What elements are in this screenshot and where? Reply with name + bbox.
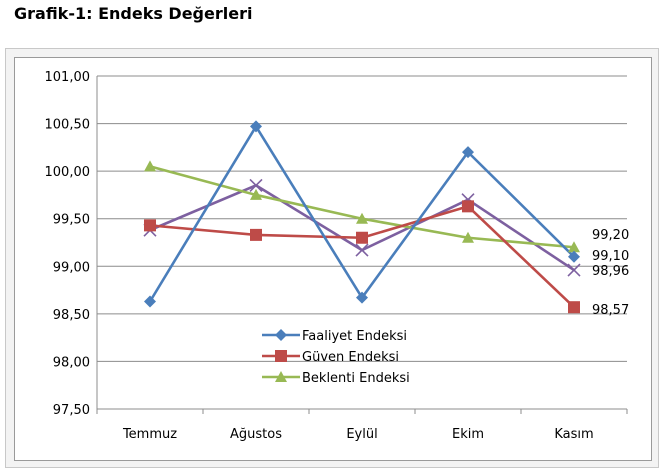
data-point	[462, 200, 474, 213]
legend-marker	[275, 350, 287, 362]
data-point	[144, 219, 156, 232]
legend-marker	[275, 371, 287, 382]
data-point	[462, 146, 474, 159]
data-point	[356, 212, 368, 224]
x-tick-label: Ağustos	[230, 427, 282, 442]
x-tick-label: Ekim	[452, 427, 484, 442]
data-point	[462, 231, 474, 243]
legend-label: Faaliyet Endeksi	[302, 329, 407, 344]
data-point	[568, 250, 580, 263]
data-point	[568, 241, 580, 253]
y-tick-label: 97,50	[53, 403, 90, 418]
data-label: 99,10	[592, 249, 629, 264]
data-point	[250, 120, 262, 133]
legend-label: Beklenti Endeksi	[302, 371, 410, 386]
x-tick-label: Eylül	[346, 427, 377, 442]
x-tick-label: Kasım	[554, 427, 593, 442]
y-tick-label: 98,00	[53, 355, 90, 370]
y-tick-label: 98,50	[53, 308, 90, 323]
y-tick-label: 101,00	[45, 70, 91, 85]
x-tick-label: Temmuz	[122, 427, 177, 442]
data-label: 98,57	[592, 303, 629, 318]
data-point	[567, 263, 581, 277]
data-point	[144, 295, 156, 308]
data-point	[144, 160, 156, 172]
data-point	[568, 301, 580, 314]
y-tick-label: 100,00	[45, 165, 91, 180]
y-tick-label: 99,50	[53, 213, 90, 228]
legend-marker	[275, 329, 287, 341]
data-label: 98,96	[592, 264, 629, 279]
data-point	[250, 188, 262, 200]
data-point	[250, 228, 262, 241]
y-tick-label: 100,50	[45, 118, 91, 133]
data-point	[356, 291, 368, 304]
chart-area	[14, 57, 652, 461]
page-title: Grafik-1: Endeks Değerleri	[14, 4, 253, 23]
data-point	[356, 231, 368, 244]
y-tick-label: 99,00	[53, 260, 90, 275]
data-point	[249, 178, 263, 192]
data-label: 99,20	[592, 228, 629, 243]
legend-label: Güven Endeksi	[302, 350, 399, 365]
data-point	[355, 243, 369, 257]
